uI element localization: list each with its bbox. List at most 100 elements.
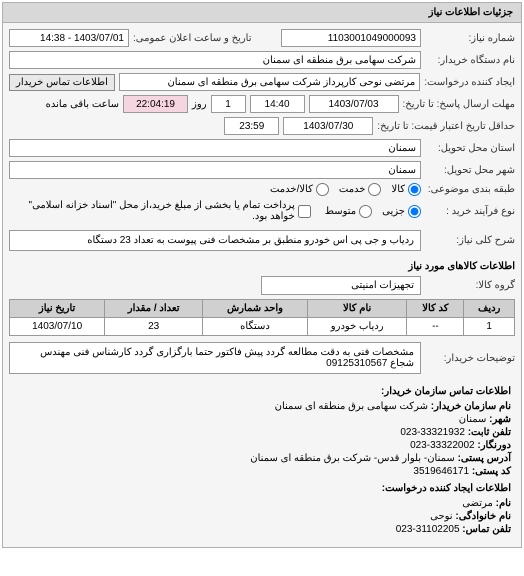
th-name: نام کالا — [307, 300, 407, 318]
notes-label: توضیحات خریدار: — [425, 353, 515, 364]
post-l: کد پستی: — [472, 466, 511, 477]
valid-time-input[interactable] — [224, 117, 279, 135]
buy-type-mot-input[interactable] — [359, 205, 372, 218]
city-input[interactable] — [9, 161, 421, 179]
class-mix-input[interactable] — [316, 183, 329, 196]
class-mix-label: کالا/خدمت — [270, 184, 313, 195]
remain-days-input — [211, 95, 246, 113]
contact-buyer-button[interactable]: اطلاعات تماس خریدار — [9, 74, 115, 91]
row-deadline: مهلت ارسال پاسخ: تا تاریخ: روز ساعت باقی… — [9, 95, 515, 113]
goods-section-title: اطلاعات کالاهای مورد نیاز — [9, 257, 515, 276]
creator-input[interactable] — [119, 73, 420, 91]
addr-v: سمنان- بلوار قدس- شرکت برق منطقه ای سمنا… — [250, 453, 455, 464]
th-code: کد کالا — [407, 300, 464, 318]
class-khadamat-label: خدمت — [339, 184, 366, 195]
buyer-input[interactable] — [9, 51, 421, 69]
td-row: 1 — [464, 318, 515, 336]
buy-type-mot-label: متوسط — [325, 206, 356, 217]
contact-name: نام: مرتضی — [13, 498, 511, 509]
state-label: استان محل تحویل: — [425, 143, 515, 154]
contact-org-name: نام سازمان خریدار: شرکت سهامی برق منطقه … — [13, 401, 511, 412]
announce-label: تاریخ و ساعت اعلان عمومی: — [133, 33, 252, 44]
class-mix-radio[interactable]: کالا/خدمت — [270, 183, 329, 196]
remain-day-label: روز — [192, 99, 207, 110]
class-kala-radio[interactable]: کالا — [391, 183, 421, 196]
buy-type-jozi-input[interactable] — [408, 205, 421, 218]
org-v: شرکت سهامی برق منطقه ای سمنان — [275, 401, 428, 412]
row-state: استان محل تحویل: — [9, 139, 515, 157]
buy-type-mot-radio[interactable]: متوسط — [325, 205, 372, 218]
buy-type-label: نوع فرآیند خرید : — [425, 206, 515, 217]
buyer-label: نام دستگاه خریدار: — [425, 55, 515, 66]
class-khadamat-radio[interactable]: خدمت — [339, 183, 382, 196]
valid-to-label: حداقل تاریخ اعتبار قیمت: تا تاریخ: — [377, 121, 515, 132]
ctel-l: تلفن تماس: — [462, 524, 511, 535]
city-label: شهر محل تحویل: — [425, 165, 515, 176]
fax-v: 33322002-023 — [410, 440, 475, 451]
td-date: 1403/07/10 — [10, 318, 105, 336]
addr-l: آدرس پستی: — [458, 453, 511, 464]
remain-suffix: ساعت باقی مانده — [46, 99, 119, 110]
need-details-panel: جزئیات اطلاعات نیاز شماره نیاز: تاریخ و … — [2, 2, 522, 548]
tel-l: تلفن ثابت: — [468, 427, 511, 438]
cname-l: نام: — [496, 498, 511, 509]
treasury-checkbox-wrap[interactable]: پرداخت تمام یا بخشی از مبلغ خرید،از محل … — [9, 200, 311, 222]
row-creator: ایجاد کننده درخواست: اطلاعات تماس خریدار — [9, 73, 515, 91]
treasury-note: پرداخت تمام یا بخشی از مبلغ خرید،از محل … — [9, 200, 295, 222]
row-need-number: شماره نیاز: تاریخ و ساعت اعلان عمومی: — [9, 29, 515, 47]
th-unit: واحد شمارش — [203, 300, 308, 318]
goods-group-label: گروه کالا: — [425, 280, 515, 291]
deadline-time-input[interactable] — [250, 95, 305, 113]
deadline-date-input[interactable] — [309, 95, 399, 113]
state-input[interactable] — [9, 139, 421, 157]
row-goods-group: گروه کالا: تجهیزات امنیتی — [9, 276, 515, 295]
lname-v: نوحی — [430, 511, 452, 522]
announce-input[interactable] — [9, 29, 129, 47]
row-summary: شرح کلی نیاز: ردیاب و جی پی اس خودرو منط… — [9, 230, 515, 251]
panel-title: جزئیات اطلاعات نیاز — [3, 3, 521, 23]
org-l: نام سازمان خریدار: — [431, 401, 511, 412]
contact-fax: دورنگار: 33322002-023 — [13, 440, 511, 451]
row-buyer: نام دستگاه خریدار: — [9, 51, 515, 69]
buy-type-jozi-label: جزیی — [382, 206, 405, 217]
table-row[interactable]: 1 -- ردیاب خودرو دستگاه 23 1403/07/10 — [10, 318, 515, 336]
row-city: شهر محل تحویل: — [9, 161, 515, 179]
deadline-label: مهلت ارسال پاسخ: تا تاریخ: — [403, 99, 515, 110]
class-khadamat-input[interactable] — [368, 183, 381, 196]
remain-time-input — [123, 95, 188, 113]
summary-box: ردیاب و جی پی اس خودرو منطبق بر مشخصات ف… — [9, 230, 421, 251]
contact-lname: نام خانوادگی: نوحی — [13, 511, 511, 522]
contact-creator-title: اطلاعات ایجاد کننده درخواست: — [13, 483, 511, 494]
treasury-checkbox[interactable] — [298, 205, 311, 218]
th-date: تاریخ نیاز — [10, 300, 105, 318]
panel-body: شماره نیاز: تاریخ و ساعت اعلان عمومی: نا… — [3, 23, 521, 547]
class-radio-group: کالا خدمت کالا/خدمت — [270, 183, 421, 196]
contact-tel: تلفن ثابت: 33321932-023 — [13, 427, 511, 438]
fax-l: دورنگار: — [477, 440, 511, 451]
summary-label: شرح کلی نیاز: — [425, 235, 515, 246]
ctel-v: 31102205-023 — [396, 524, 460, 535]
class-kala-label: کالا — [391, 184, 405, 195]
post-v: 3519646171 — [413, 466, 469, 477]
goods-group-box: تجهیزات امنیتی — [261, 276, 421, 295]
td-code: -- — [407, 318, 464, 336]
contact-org-title: اطلاعات تماس سازمان خریدار: — [13, 386, 511, 397]
row-buy-type: نوع فرآیند خرید : جزیی متوسط پرداخت تمام… — [9, 200, 515, 222]
tel-v: 33321932-023 — [400, 427, 465, 438]
cname-v: مرتضی — [462, 498, 493, 509]
valid-date-input[interactable] — [283, 117, 373, 135]
goods-table: ردیف کد کالا نام کالا واحد شمارش تعداد /… — [9, 299, 515, 336]
class-kala-input[interactable] — [408, 183, 421, 196]
td-unit: دستگاه — [203, 318, 308, 336]
row-valid-to: حداقل تاریخ اعتبار قیمت: تا تاریخ: — [9, 117, 515, 135]
td-qty: 23 — [105, 318, 203, 336]
buy-type-jozi-radio[interactable]: جزیی — [382, 205, 421, 218]
lname-l: نام خانوادگی: — [455, 511, 511, 522]
th-row: ردیف — [464, 300, 515, 318]
contact-city: شهر: سمنان — [13, 414, 511, 425]
need-no-input[interactable] — [281, 29, 421, 47]
table-header-row: ردیف کد کالا نام کالا واحد شمارش تعداد /… — [10, 300, 515, 318]
ccity-v: سمنان — [459, 414, 487, 425]
contact-post: کد پستی: 3519646171 — [13, 466, 511, 477]
ccity-l: شهر: — [489, 414, 511, 425]
